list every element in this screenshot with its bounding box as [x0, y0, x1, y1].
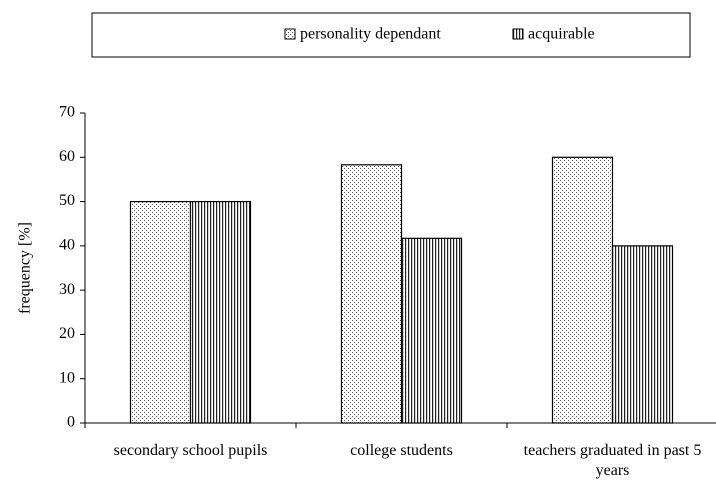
legend-box	[91, 12, 691, 58]
y-tick-label: 0	[67, 414, 75, 431]
x-tick-label: college students	[350, 442, 453, 459]
y-tick-label: 10	[59, 369, 75, 386]
y-tick-label: 20	[59, 325, 75, 342]
y-tick-label: 30	[59, 281, 75, 298]
bar	[340, 164, 403, 424]
bar	[189, 200, 252, 424]
bar	[400, 237, 463, 424]
x-tick-label: teachers graduated in past 5 years	[523, 442, 702, 479]
bar	[551, 156, 614, 424]
legend-swatch	[512, 28, 524, 40]
legend-label: acquirable	[528, 26, 595, 43]
y-tick-label: 40	[59, 237, 75, 254]
legend-label: personality dependant	[300, 26, 441, 43]
x-tick-label: secondary school pupils	[113, 442, 268, 459]
bar	[611, 245, 674, 424]
y-tick-label: 60	[59, 148, 75, 165]
y-tick-label: 50	[59, 192, 75, 209]
y-tick-label: 70	[59, 104, 75, 121]
legend-swatch	[284, 28, 296, 40]
y-axis-label: frequency [%]	[17, 222, 34, 314]
bar	[129, 200, 192, 424]
